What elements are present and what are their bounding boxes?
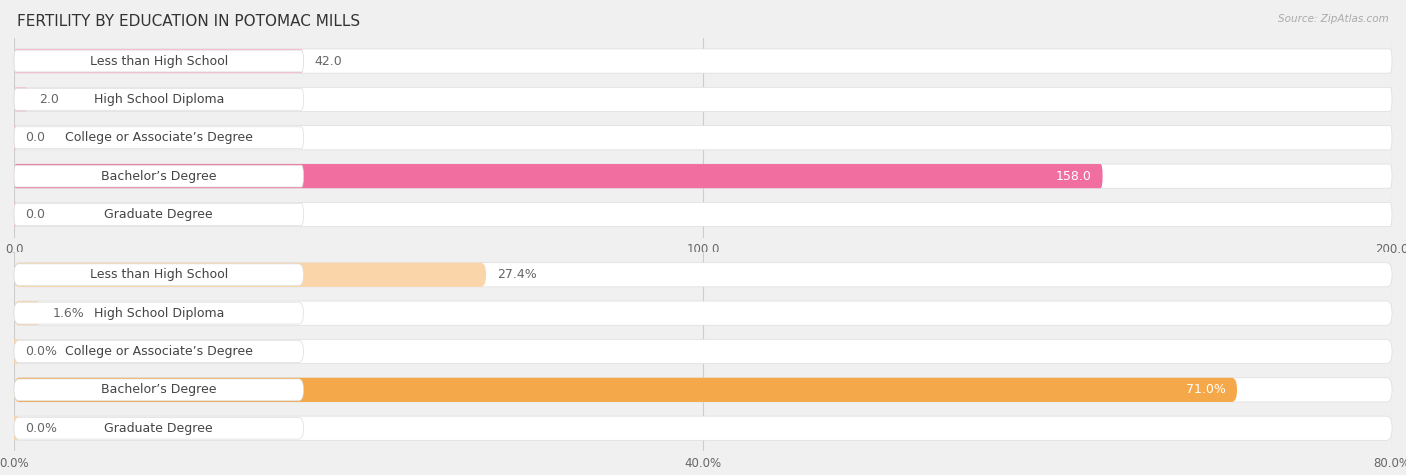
FancyBboxPatch shape — [14, 418, 304, 439]
Text: Graduate Degree: Graduate Degree — [104, 422, 214, 435]
Text: Bachelor’s Degree: Bachelor’s Degree — [101, 383, 217, 396]
Text: 2.0: 2.0 — [39, 93, 59, 106]
Text: FERTILITY BY EDUCATION IN POTOMAC MILLS: FERTILITY BY EDUCATION IN POTOMAC MILLS — [17, 14, 360, 29]
FancyBboxPatch shape — [14, 164, 1102, 188]
Text: High School Diploma: High School Diploma — [94, 307, 224, 320]
FancyBboxPatch shape — [14, 264, 304, 285]
FancyBboxPatch shape — [14, 340, 1392, 363]
FancyBboxPatch shape — [14, 416, 1392, 440]
FancyBboxPatch shape — [14, 50, 304, 72]
Text: Less than High School: Less than High School — [90, 55, 228, 67]
Text: Source: ZipAtlas.com: Source: ZipAtlas.com — [1278, 14, 1389, 24]
Text: 1.6%: 1.6% — [52, 307, 84, 320]
FancyBboxPatch shape — [14, 301, 1392, 325]
Text: High School Diploma: High School Diploma — [94, 93, 224, 106]
Text: 42.0: 42.0 — [315, 55, 342, 67]
FancyBboxPatch shape — [14, 378, 1392, 402]
FancyBboxPatch shape — [14, 87, 1392, 112]
Text: 0.0%: 0.0% — [25, 422, 58, 435]
FancyBboxPatch shape — [10, 416, 20, 440]
Text: Bachelor’s Degree: Bachelor’s Degree — [101, 170, 217, 182]
FancyBboxPatch shape — [14, 301, 42, 325]
FancyBboxPatch shape — [13, 126, 15, 150]
FancyBboxPatch shape — [14, 378, 1237, 402]
FancyBboxPatch shape — [14, 379, 304, 401]
FancyBboxPatch shape — [14, 165, 304, 187]
FancyBboxPatch shape — [14, 49, 1392, 73]
Text: 0.0: 0.0 — [25, 131, 45, 144]
FancyBboxPatch shape — [14, 202, 1392, 227]
FancyBboxPatch shape — [14, 127, 304, 149]
Text: 27.4%: 27.4% — [496, 268, 537, 281]
Text: 71.0%: 71.0% — [1187, 383, 1226, 396]
FancyBboxPatch shape — [14, 263, 486, 287]
FancyBboxPatch shape — [14, 204, 304, 225]
Text: 0.0%: 0.0% — [25, 345, 58, 358]
FancyBboxPatch shape — [14, 126, 1392, 150]
Text: College or Associate’s Degree: College or Associate’s Degree — [65, 345, 253, 358]
FancyBboxPatch shape — [13, 202, 15, 227]
Text: Graduate Degree: Graduate Degree — [104, 208, 214, 221]
Text: 158.0: 158.0 — [1056, 170, 1091, 182]
FancyBboxPatch shape — [14, 263, 1392, 287]
FancyBboxPatch shape — [14, 87, 28, 112]
FancyBboxPatch shape — [14, 49, 304, 73]
FancyBboxPatch shape — [14, 341, 304, 362]
Text: Less than High School: Less than High School — [90, 268, 228, 281]
FancyBboxPatch shape — [14, 164, 1392, 188]
FancyBboxPatch shape — [14, 302, 304, 324]
FancyBboxPatch shape — [14, 88, 304, 110]
Text: 0.0: 0.0 — [25, 208, 45, 221]
FancyBboxPatch shape — [10, 340, 20, 363]
Text: College or Associate’s Degree: College or Associate’s Degree — [65, 131, 253, 144]
